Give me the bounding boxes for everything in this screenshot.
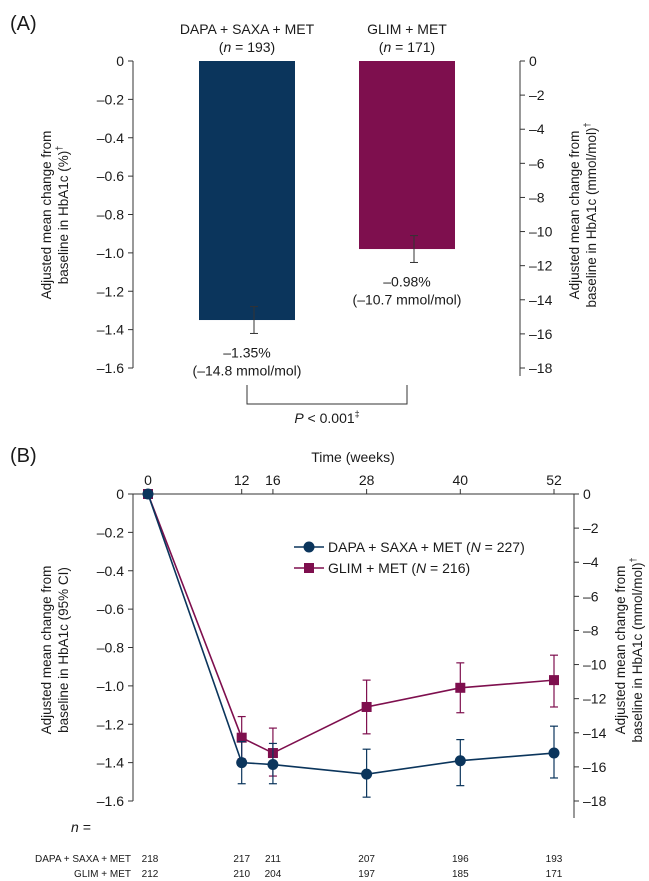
y-left-tick-label: –0.8 bbox=[97, 207, 124, 223]
y-right-tick-label: –18 bbox=[529, 360, 553, 376]
y-left-tick-label: –0.8 bbox=[97, 640, 124, 656]
y-left-tick-label: –0.4 bbox=[97, 563, 124, 579]
data-point bbox=[236, 757, 248, 769]
y-left-tick-label: –1.0 bbox=[97, 678, 124, 694]
y-right-tick-label: –6 bbox=[583, 588, 599, 604]
p-value-label: P < 0.001‡ bbox=[294, 409, 359, 426]
data-point bbox=[454, 755, 466, 767]
bar-n-label: (n = 171) bbox=[379, 39, 435, 55]
y-right-tick-label: –18 bbox=[583, 793, 607, 809]
n-table-header: n = bbox=[71, 819, 91, 835]
x-axis-label: Time (weeks) bbox=[311, 449, 395, 465]
legend-marker bbox=[304, 563, 314, 573]
series-line bbox=[147, 493, 555, 775]
bar-value-label: –1.35% bbox=[223, 344, 270, 360]
y-left-tick-label: –1.6 bbox=[97, 360, 124, 376]
n-table-cell: 197 bbox=[358, 869, 375, 880]
data-point bbox=[455, 682, 466, 693]
n-table-cell: 211 bbox=[265, 854, 281, 865]
y-right-tick-label: –16 bbox=[529, 326, 553, 342]
n-table-cell: 218 bbox=[142, 854, 159, 865]
y-left-tick-label: –0.4 bbox=[97, 130, 124, 146]
n-table-cell: 212 bbox=[142, 869, 159, 880]
y-right-tick-label: –2 bbox=[529, 87, 545, 103]
legend-label: GLIM + MET (N = 216) bbox=[328, 560, 470, 576]
y-left-tick-label: –1.6 bbox=[97, 793, 124, 809]
y-left-tick-label: 0 bbox=[116, 53, 124, 69]
data-point bbox=[361, 701, 372, 712]
n-table-cell: 196 bbox=[452, 854, 469, 865]
y-right-tick-label: –16 bbox=[583, 759, 607, 775]
bar-value-label: –0.98% bbox=[383, 273, 430, 289]
y-right-axis-label: Adjusted mean change from baseline in HbA… bbox=[567, 122, 599, 307]
n-table-row-label: GLIM + MET bbox=[74, 869, 131, 880]
y-right-tick-label: –8 bbox=[583, 622, 599, 638]
bar bbox=[199, 61, 295, 321]
n-table-cell: 204 bbox=[265, 869, 282, 880]
n-table-cell: 171 bbox=[546, 869, 563, 880]
panel-b-line-chart: (B) Time (weeks) 0 12 16 28 40 52 0 –0.2 –0.4 –0.6 –… bbox=[10, 445, 645, 880]
y-right-tick-label: –12 bbox=[529, 258, 553, 274]
legend-marker bbox=[303, 541, 315, 553]
x-tick-label: 28 bbox=[359, 472, 375, 488]
data-point bbox=[142, 488, 154, 500]
n-table-cell: 210 bbox=[233, 869, 250, 880]
bar-category-label: DAPA + SAXA + MET bbox=[180, 21, 315, 37]
n-table-cell: 185 bbox=[452, 869, 469, 880]
y-right-tick-label: –14 bbox=[583, 725, 607, 741]
y-left-tick-label: –0.2 bbox=[97, 91, 124, 107]
series-line bbox=[147, 493, 555, 754]
n-table-row-label: DAPA + SAXA + MET bbox=[35, 854, 131, 865]
bar-value-mmol-label: (–10.7 mmol/mol) bbox=[353, 291, 462, 307]
data-point bbox=[236, 732, 247, 743]
bar-n-label: (n = 193) bbox=[219, 39, 275, 55]
x-tick-label: 40 bbox=[453, 472, 469, 488]
y-right-tick-label: –10 bbox=[529, 224, 553, 240]
y-left-tick-label: –1.2 bbox=[97, 716, 124, 732]
y-right-tick-label: 0 bbox=[583, 486, 591, 502]
n-table-cell: 207 bbox=[358, 854, 375, 865]
y-right-tick-label: –8 bbox=[529, 189, 545, 205]
y-left-tick-label: –1.0 bbox=[97, 245, 124, 261]
y-left-axis-label: Adjusted mean change from baseline in HbA… bbox=[39, 566, 71, 735]
bar-category-label: GLIM + MET bbox=[367, 21, 447, 37]
y-left-tick-label: –0.2 bbox=[97, 524, 124, 540]
y-left-tick-label: –0.6 bbox=[97, 601, 124, 617]
comparison-bracket bbox=[246, 385, 408, 405]
x-tick-label: 52 bbox=[546, 472, 562, 488]
panel-label-b: (B) bbox=[10, 445, 37, 467]
x-tick-label: 0 bbox=[144, 472, 152, 488]
y-right-tick-label: –12 bbox=[583, 691, 607, 707]
y-right-tick-label: –4 bbox=[529, 121, 545, 137]
panel-label-a: (A) bbox=[10, 13, 37, 35]
y-left-axis-label: Adjusted mean change from baseline in HbA… bbox=[39, 131, 71, 300]
y-right-tick-label: –14 bbox=[529, 292, 553, 308]
n-table-cell: 217 bbox=[233, 854, 250, 865]
bar bbox=[359, 61, 455, 250]
y-left-tick-label: –1.2 bbox=[97, 283, 124, 299]
data-point bbox=[361, 768, 373, 780]
x-tick-label: 12 bbox=[234, 472, 250, 488]
y-left-tick-label: –1.4 bbox=[97, 755, 124, 771]
panel-a-bar-chart: (A) 0 –0.2 –0.4 –0.6 –0.8 –1.0 –1.2 –1.4 –1.6 0 –2 –… bbox=[10, 13, 599, 426]
data-point bbox=[267, 759, 279, 771]
y-right-tick-label: –4 bbox=[583, 554, 599, 570]
x-tick-label: 16 bbox=[265, 472, 281, 488]
y-right-tick-label: 0 bbox=[529, 53, 537, 69]
bar-value-mmol-label: (–14.8 mmol/mol) bbox=[193, 362, 302, 378]
y-right-tick-label: –6 bbox=[529, 155, 545, 171]
y-right-tick-label: –10 bbox=[583, 657, 607, 673]
y-right-tick-label: –2 bbox=[583, 520, 599, 536]
data-point bbox=[548, 747, 560, 759]
legend-label: DAPA + SAXA + MET (N = 227) bbox=[328, 539, 525, 555]
n-table-cell: 193 bbox=[546, 854, 563, 865]
y-left-tick-label: 0 bbox=[116, 486, 124, 502]
y-right-axis-label: Adjusted mean change from baseline in HbA… bbox=[613, 557, 645, 742]
y-left-tick-label: –0.6 bbox=[97, 168, 124, 184]
data-point bbox=[549, 675, 559, 686]
y-left-tick-label: –1.4 bbox=[97, 322, 124, 338]
